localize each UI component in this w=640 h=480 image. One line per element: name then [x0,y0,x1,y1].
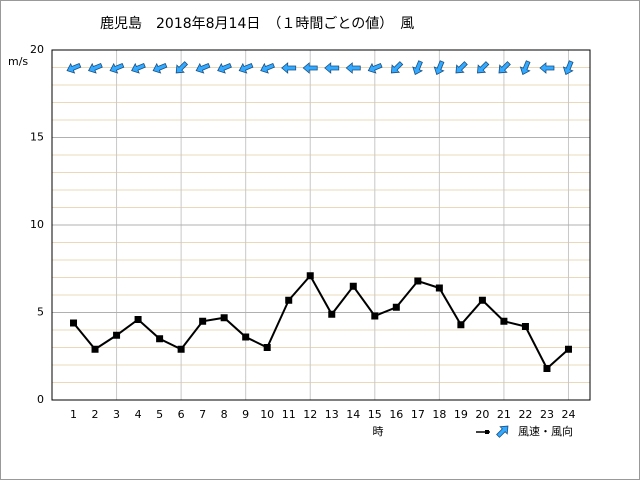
x-tick-label: 10 [260,408,274,421]
wind-arrow [367,62,383,74]
x-tick-label: 6 [178,408,185,421]
y-tick-label: 5 [37,306,44,319]
data-point [478,296,486,304]
x-tick-label: 24 [561,408,575,421]
wind-arrow [433,60,445,76]
x-tick-label: 4 [135,408,142,421]
wind-arrow [539,62,555,74]
data-point [177,345,185,353]
wind-arrow [152,62,168,74]
wind-arrow [324,62,340,74]
data-point [435,284,443,292]
data-point [285,296,293,304]
wind-arrow [195,62,211,74]
x-tick-label: 20 [475,408,489,421]
data-point [349,282,357,290]
x-tick-label: 19 [454,408,468,421]
data-point [543,365,551,372]
data-point [156,335,164,343]
wind-arrow [412,60,424,76]
data-point [371,312,379,320]
data-point [564,345,572,353]
series-line [72,274,570,371]
wind-arrow [302,62,318,74]
x-tick-label: 7 [199,408,206,421]
y-axis-label: m/s [8,55,28,68]
wind-arrow [109,62,125,74]
x-tick-label: 3 [113,408,120,421]
y-tick-label: 15 [30,131,44,144]
x-tick-label: 9 [242,408,249,421]
wind-arrow [477,61,490,74]
wind-arrow [498,61,511,74]
y-tick-label: 0 [37,393,44,406]
data-point [521,323,529,330]
x-tick-label: 5 [156,408,163,421]
data-point [91,345,99,353]
x-tick-label: 11 [282,408,296,421]
wind-arrow [345,62,361,74]
data-point [392,303,400,311]
data-point [414,277,422,285]
data-point [199,317,207,325]
wind-arrow [175,61,189,74]
wind-arrow [562,60,574,76]
x-tick-label: 14 [346,408,360,421]
data-point [328,310,336,318]
x-tick-label: 13 [325,408,339,421]
data-point [242,333,250,341]
data-point [113,331,121,339]
x-tick-label: 2 [92,408,99,421]
wind-arrow [260,62,275,74]
wind-arrow [455,61,468,74]
wind-arrow [390,61,404,74]
x-axis-label: 時 [373,425,384,438]
y-tick-label: 20 [30,43,44,56]
legend-marker [485,430,489,434]
x-tick-label: 1 [70,408,77,421]
data-point [70,319,78,327]
x-tick-label: 12 [303,408,317,421]
data-point [263,344,271,351]
wind-arrow [66,62,82,74]
plot-border [51,49,591,401]
data-point [220,314,228,322]
wind-arrow [519,60,531,76]
x-tick-label: 16 [389,408,403,421]
x-tick-label: 22 [518,408,532,421]
wind-arrow [238,62,254,74]
x-tick-label: 21 [497,408,511,421]
legend-arrow [496,425,509,438]
y-tick-label: 10 [30,218,44,231]
legend: 風速・風向 [476,424,573,438]
wind-arrow [87,62,103,74]
chart-title: 鹿児島 2018年8月14日 （１時間ごとの値） 風 [100,15,414,32]
x-tick-label: 8 [221,408,228,421]
data-point [134,316,142,323]
x-tick-label: 17 [411,408,425,421]
data-point [457,321,465,329]
wind-arrow [131,62,146,74]
legend-label: 風速・風向 [518,424,573,438]
x-tick-label: 23 [540,408,554,421]
data-point [306,272,314,280]
x-tick-label: 18 [432,408,446,421]
data-point [500,317,508,325]
wind-arrow [217,62,232,74]
wind-arrow [281,62,297,74]
x-tick-label: 15 [368,408,382,421]
